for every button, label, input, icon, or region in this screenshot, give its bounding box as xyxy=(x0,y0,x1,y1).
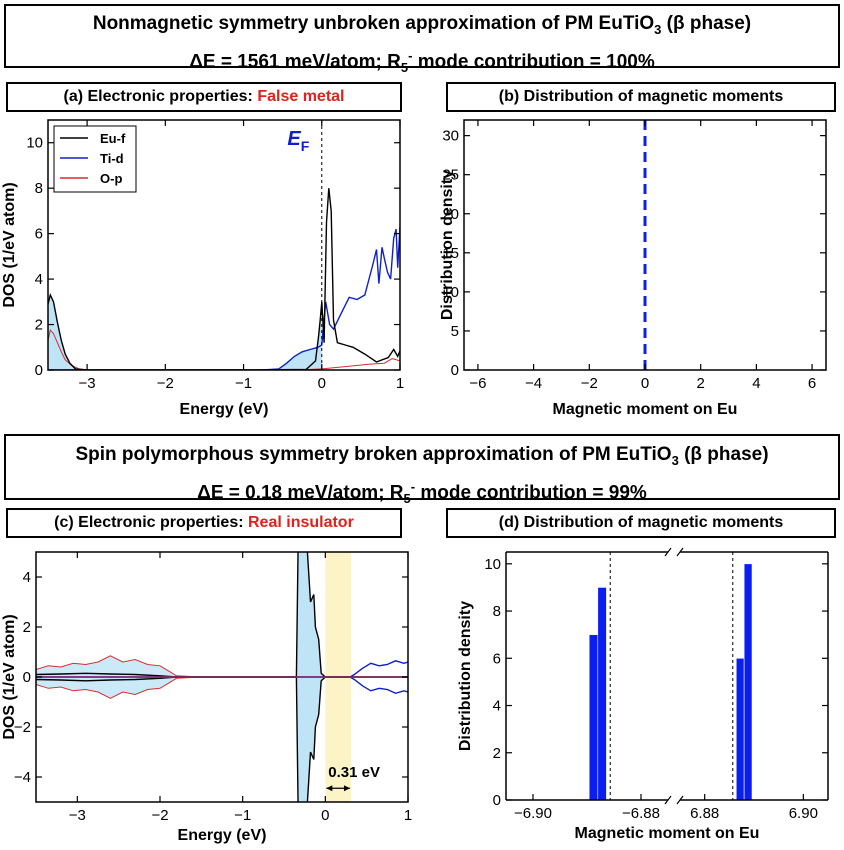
x-axis-a-tick-label: −3 xyxy=(79,375,96,392)
top-header-line1: Nonmagnetic symmetry unbroken approximat… xyxy=(92,13,752,37)
y-axis-c-tick-label: 2 xyxy=(23,619,31,636)
y-axis-a-tick-label: 4 xyxy=(35,271,43,288)
x-axis-b-tick-label: 2 xyxy=(697,375,705,392)
y-axis-c-tick-label: −4 xyxy=(14,769,31,786)
x-axis-label: Energy (eV) xyxy=(178,827,267,844)
legend-label-eu-f: Eu-f xyxy=(100,131,126,146)
y-axis-b-tick-label: 5 xyxy=(451,323,459,340)
y-axis-label: DOS (1/eV atom) xyxy=(1,614,18,739)
chart-c: −3 −2 −1 0 1 −4 −2 0 2 4 Energy (eV) DOS (1/eV atom… xyxy=(1,551,412,844)
series-o-p-line xyxy=(48,329,400,370)
y-axis-d-tick-label: 0 xyxy=(493,792,501,809)
y-axis-b-tick-label: 15 xyxy=(442,245,459,262)
x-axis-a-tick-label: −2 xyxy=(157,375,174,392)
x-axis-c-tick-label: −3 xyxy=(69,807,86,824)
axis-break-mark xyxy=(676,795,684,805)
x-axis-d-tick-label: −6.90 xyxy=(514,805,552,822)
x-axis-b-tick-label: −2 xyxy=(581,375,598,392)
x-axis-a-tick-label: 1 xyxy=(396,375,404,392)
y-axis-b-tick-label: 25 xyxy=(442,167,459,184)
chart-d: −6.90 −6.88 6.88 6.90 0 2 4 6 8 10 Magnetic moment… xyxy=(457,547,829,842)
histogram-bar xyxy=(597,587,607,801)
x-axis-a-tick-label: −1 xyxy=(235,375,252,392)
axis-break-mark xyxy=(664,547,672,557)
occupied-fill-ti xyxy=(48,345,322,370)
x-axis-a-tick-label: 0 xyxy=(318,375,326,392)
x-axis-b-tick-label: −4 xyxy=(525,375,542,392)
x-axis-label: Energy (eV) xyxy=(180,401,269,418)
y-axis-d-tick-label: 8 xyxy=(493,603,501,620)
series-eu-f-up xyxy=(36,552,408,678)
legend-label-ti-d: Ti-d xyxy=(100,151,124,166)
gap-arrow-head-left xyxy=(326,785,333,792)
y-axis-a-tick-label: 0 xyxy=(35,362,43,379)
top-header: Nonmagnetic symmetry unbroken approximat… xyxy=(4,4,840,75)
y-axis-b-tick-label: 0 xyxy=(451,362,459,379)
legend: Eu-f Ti-d O-p xyxy=(53,125,137,193)
x-axis-b-tick-label: 6 xyxy=(808,375,816,392)
series-ti-d-line xyxy=(48,226,400,370)
mid-header: Spin polymorphous symmetry broken approx… xyxy=(4,434,840,506)
top-header-line2: ΔE = 1561 meV/atom; R5- mode contributio… xyxy=(189,47,655,75)
histogram-bar xyxy=(735,657,745,801)
chart-b: −6 −4 −2 0 2 4 6 0 5 10 15 20 25 30 Magnetic moment on… xyxy=(439,119,827,418)
histogram-bar xyxy=(743,563,753,801)
y-axis-b-tick-label: 30 xyxy=(442,128,459,145)
series-eu-f-line xyxy=(48,188,400,370)
y-axis-a-tick-label: 8 xyxy=(35,180,43,197)
axis-break-mark xyxy=(664,795,672,805)
histogram-bar xyxy=(588,634,599,801)
y-axis-d-tick-label: 2 xyxy=(493,745,501,762)
gap-label: 0.31 eV xyxy=(328,764,380,781)
x-axis-c-tick-label: 0 xyxy=(321,807,329,824)
x-axis-b-tick-label: −6 xyxy=(469,375,486,392)
panel-a-title: (a) Electronic properties: False metal xyxy=(6,82,402,112)
mid-header-line1: Spin polymorphous symmetry broken approx… xyxy=(75,444,769,468)
legend-label-o-p: O-p xyxy=(100,171,122,186)
axis-break-mark xyxy=(676,547,684,557)
series-eu-f-down xyxy=(36,676,408,802)
legend-box xyxy=(53,125,137,193)
y-axis-c-tick-label: 4 xyxy=(23,569,31,586)
y-axis-c-tick-label: 0 xyxy=(23,669,31,686)
panel-c-title: (c) Electronic properties: Real insulato… xyxy=(6,508,402,538)
x-axis-c-tick-label: 1 xyxy=(404,807,412,824)
x-axis-d-tick-label: 6.88 xyxy=(690,805,719,822)
x-axis-b-tick-label: 0 xyxy=(641,375,649,392)
y-axis-b-tick-label: 20 xyxy=(442,206,459,223)
panel-b-title: (b) Distribution of magnetic moments xyxy=(446,82,836,112)
y-axis-label: Distribution density xyxy=(439,170,456,320)
y-axis-label: DOS (1/eV atom) xyxy=(1,182,18,307)
y-axis-d-tick-label: 10 xyxy=(484,556,501,573)
y-axis-a-tick-label: 2 xyxy=(35,317,43,334)
x-axis-d-tick-label: 6.90 xyxy=(789,805,818,822)
y-axis-d-tick-label: 4 xyxy=(493,698,501,715)
axes-frame-a xyxy=(47,119,401,371)
x-axis-b-tick-label: 4 xyxy=(752,375,760,392)
x-axis-label: Magnetic moment on Eu xyxy=(575,825,760,842)
y-axis-a-tick-label: 6 xyxy=(35,226,43,243)
x-axis-d-tick-label: −6.88 xyxy=(622,805,660,822)
occupied-fill xyxy=(48,295,322,370)
x-axis-c-tick-label: −1 xyxy=(234,807,251,824)
y-axis-c-tick-label: −2 xyxy=(14,719,31,736)
y-axis-a-tick-label: 10 xyxy=(26,135,43,152)
y-axis-label: Distribution density xyxy=(457,601,474,751)
y-axis-d-tick-label: 6 xyxy=(493,650,501,667)
gap-arrow-head-right xyxy=(343,785,350,792)
y-axis-b-tick-label: 10 xyxy=(442,284,459,301)
panel-d-title: (d) Distribution of magnetic moments xyxy=(446,508,836,538)
mid-header-line2: ΔE = 0.18 meV/atom; R5- mode contributio… xyxy=(197,478,647,506)
x-axis-label: Magnetic moment on Eu xyxy=(553,401,738,418)
fermi-level-label: EF xyxy=(287,128,309,154)
x-axis-c-tick-label: −2 xyxy=(151,807,168,824)
